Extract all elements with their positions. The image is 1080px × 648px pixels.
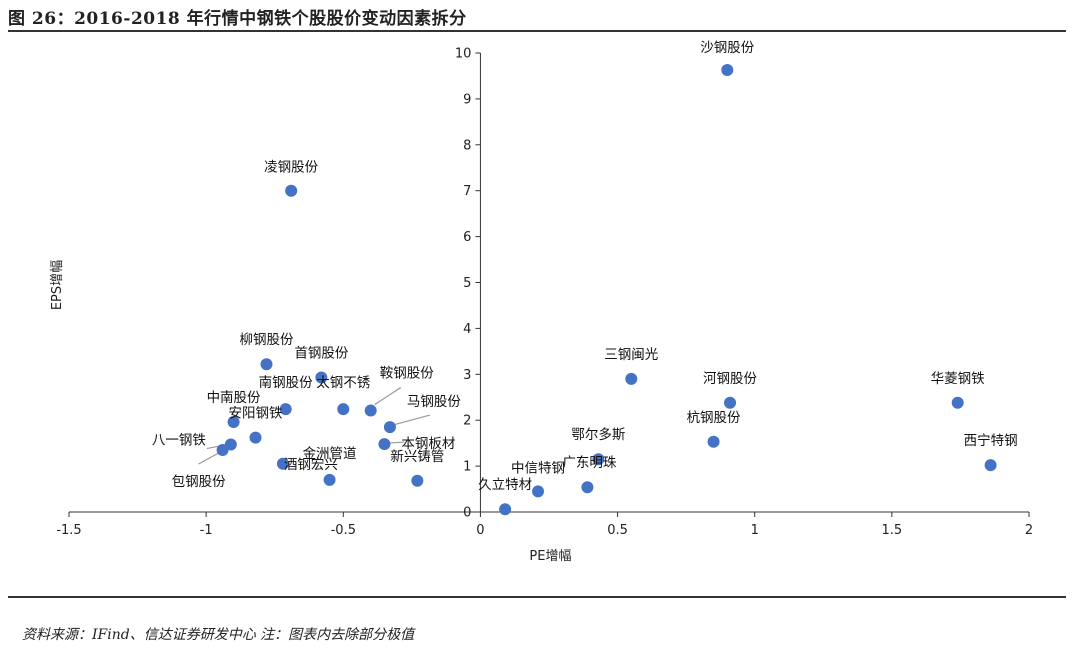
point-label: 久立特材: [478, 477, 532, 493]
y-tick-label: 7: [463, 184, 471, 199]
scatter-point: [364, 404, 377, 417]
point-label: 马钢股份: [407, 394, 461, 410]
scatter-point: [323, 473, 336, 486]
y-tick-label: 1: [463, 460, 471, 475]
y-tick-label: 3: [463, 368, 471, 383]
x-tick-label: 0.5: [607, 523, 628, 538]
x-tick-label: -0.5: [331, 523, 356, 538]
scatter-point: [337, 403, 350, 416]
point-label: 本钢板材: [401, 436, 455, 452]
point-label: 柳钢股份: [239, 332, 293, 348]
scatter-point: [581, 481, 594, 494]
point-label: 中南股份: [207, 390, 261, 406]
scatter-point: [249, 431, 262, 444]
point-label: 广东明珠: [562, 455, 616, 471]
point-label: 西宁特钢: [964, 432, 1018, 449]
point-label: 太钢不锈: [316, 375, 370, 391]
figure-title: 图 26：2016-2018 年行情中钢铁个股股价变动因素拆分: [8, 9, 467, 29]
scatter-point: [532, 485, 545, 498]
point-label: 河钢股份: [703, 371, 757, 387]
y-tick-label: 9: [463, 92, 471, 107]
scatter-point: [276, 457, 289, 470]
scatter-point: [499, 503, 512, 516]
scatter-point: [984, 459, 997, 472]
scatter-point: [279, 403, 292, 416]
x-tick-label: -1: [200, 523, 213, 538]
scatter-chart: -1.5 -1 -0.5 0 0.5 1 1.5 2 0 1 2 3 4 5 6 7 8 9 10 沙钢股份凌钢股份…: [50, 40, 1033, 564]
x-tick-label: 2: [1025, 523, 1033, 538]
source-note: 资料来源：IFind、信达证券研发中心 注：图表内去除部分极值: [22, 627, 415, 643]
y-tick-label: 6: [463, 230, 471, 245]
scatter-point: [951, 396, 964, 409]
leader-line: [198, 452, 219, 465]
chart-axes: -1.5 -1 -0.5 0 0.5 1 1.5 2 0 1 2 3 4 5 6 7 8 9 10: [56, 47, 1033, 539]
x-tick-label: 1: [751, 523, 759, 538]
y-tick-label: 5: [463, 276, 471, 291]
bottom-rule: [8, 596, 1066, 598]
point-label: 三钢闽光: [604, 347, 658, 363]
scatter-point: [411, 474, 424, 487]
top-rule: [8, 30, 1066, 32]
point-label: 华菱钢铁: [931, 371, 985, 387]
scatter-point: [592, 453, 605, 466]
scatter-point: [721, 63, 734, 76]
point-label: 鄂尔多斯: [571, 426, 625, 443]
point-label: 杭钢股份: [687, 410, 741, 426]
x-tick-label: 1.5: [882, 523, 903, 538]
y-tick-label: 8: [463, 138, 471, 153]
data-points: [216, 63, 997, 516]
y-tick-label: 10: [455, 47, 472, 62]
point-label: 包钢股份: [172, 474, 226, 490]
x-axis-label: PE增幅: [529, 549, 571, 564]
point-label: 南钢股份: [259, 375, 313, 391]
point-label: 首钢股份: [294, 346, 348, 362]
x-tick-label: -1.5: [56, 523, 81, 538]
point-label: 金洲管道: [303, 446, 357, 462]
y-tick-label: 4: [463, 322, 471, 337]
y-tick-label: 0: [463, 506, 471, 521]
point-label: 鞍钢股份: [380, 366, 434, 382]
scatter-point: [315, 371, 328, 384]
point-label: 八一钢铁: [152, 433, 206, 449]
scatter-point: [724, 396, 737, 409]
leader-line: [392, 414, 431, 426]
scatter-point: [378, 438, 391, 451]
scatter-point: [260, 358, 273, 371]
point-label: 新兴铸管: [390, 449, 444, 465]
scatter-point: [383, 421, 396, 434]
leader-line: [388, 441, 405, 444]
scatter-point: [285, 184, 298, 197]
point-label: 中信特钢: [511, 460, 565, 476]
scatter-point: [625, 372, 638, 385]
x-tick-label: 0: [476, 523, 484, 538]
y-axis-label: EPS增幅: [50, 260, 65, 310]
scatter-point: [227, 416, 240, 429]
point-label: 安阳钢铁: [229, 406, 283, 422]
leader-lines: [198, 387, 431, 465]
scatter-point: [216, 444, 229, 457]
point-label: 酒钢宏兴: [284, 457, 338, 473]
y-tick-label: 2: [463, 414, 471, 429]
point-label: 凌钢股份: [264, 160, 318, 176]
point-label: 沙钢股份: [700, 40, 754, 56]
scatter-point: [707, 435, 720, 448]
leader-line: [374, 387, 402, 406]
